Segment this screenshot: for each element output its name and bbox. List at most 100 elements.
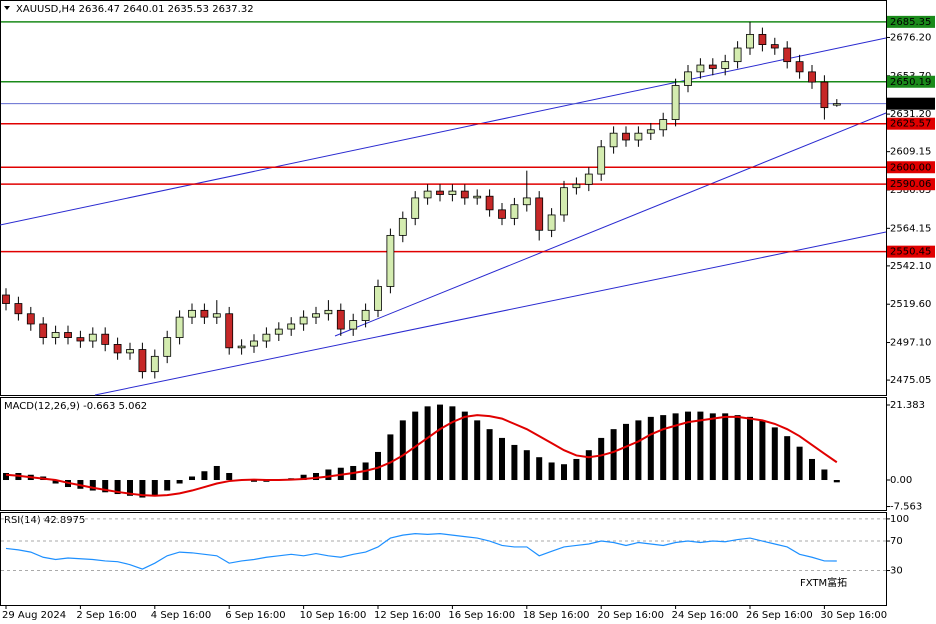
candle-body — [473, 195, 482, 199]
candle-body — [572, 183, 581, 189]
macd-bar — [213, 465, 220, 481]
candle-body — [609, 132, 618, 148]
macd-frame — [0, 397, 887, 511]
candle-body — [163, 337, 172, 357]
candle-body — [436, 190, 444, 195]
macd-bar — [399, 420, 406, 481]
price-frame — [0, 0, 887, 396]
watermark: FXTM富拓 — [800, 576, 847, 589]
candle-body — [200, 309, 209, 318]
candle-body — [696, 64, 705, 73]
level-label-box — [887, 245, 935, 258]
candle-body — [237, 345, 246, 349]
macd-bar — [561, 464, 567, 481]
candle-body — [560, 187, 568, 216]
y-tick-label: 2676.20 — [890, 32, 931, 43]
macd-bar — [771, 427, 778, 481]
level-label: 2550.45 — [890, 247, 931, 258]
macd-bar — [821, 469, 828, 481]
candle-body — [361, 309, 370, 321]
macd-bar — [226, 472, 233, 481]
macd-bar — [102, 480, 109, 493]
x-tick-label: 20 Sep 16:00 — [597, 610, 664, 621]
level-label: 2685.35 — [890, 17, 931, 28]
macd-bar — [759, 420, 766, 481]
candle-body — [795, 61, 804, 73]
candle-body — [212, 313, 221, 318]
y-tick-label: 70 — [890, 536, 903, 547]
candle-body — [411, 197, 420, 219]
level-label: 2600.00 — [890, 162, 931, 173]
macd-title: MACD(12,26,9) -0.663 5.062 — [4, 401, 147, 412]
macd-bar — [697, 411, 704, 481]
candle-body — [262, 333, 271, 342]
y-tick-label: 0.00 — [890, 475, 912, 486]
macd-bar — [833, 480, 840, 483]
macd-bar — [424, 406, 431, 481]
macd-bar — [734, 415, 741, 481]
macd-bar — [3, 472, 9, 481]
macd-bar — [610, 429, 617, 481]
macd-bar — [387, 434, 394, 481]
indicator-line — [5, 533, 837, 570]
macd-bar — [201, 471, 208, 481]
candle-body — [250, 340, 258, 347]
candle-body — [113, 344, 122, 354]
candle-body — [485, 195, 494, 211]
macd-bar — [461, 411, 468, 481]
candle-body — [634, 132, 643, 141]
candle-body — [584, 173, 593, 185]
candle-body — [423, 190, 432, 199]
macd-bar — [536, 457, 543, 481]
x-tick-label: 2 Sep 16:00 — [76, 610, 136, 621]
candle-body — [460, 190, 469, 199]
macd-bar — [685, 411, 691, 481]
rsi-frame — [0, 512, 887, 606]
y-tick-label: 21.383 — [890, 400, 925, 411]
menu-arrow[interactable] — [4, 6, 10, 10]
macd-bar — [499, 437, 505, 481]
x-tick-label: 4 Sep 16:00 — [151, 610, 211, 621]
y-tick-label: 2631.20 — [890, 109, 931, 120]
macd-bar — [598, 437, 605, 481]
level-label-box — [887, 15, 935, 28]
rsi-title: RSI(14) 42.8975 — [4, 515, 85, 526]
y-tick-label: 2586.65 — [890, 185, 931, 196]
candle-body — [101, 333, 110, 345]
candle-body — [770, 44, 779, 49]
macd-bar — [573, 458, 580, 481]
candle-body — [659, 119, 668, 131]
candle-body — [746, 33, 754, 49]
macd-bar — [709, 413, 716, 481]
candle-body — [758, 33, 767, 46]
macd-bar — [809, 458, 815, 481]
level-label-box — [887, 161, 935, 174]
x-tick-label: 18 Sep 16:00 — [523, 610, 590, 621]
macd-bar — [189, 476, 195, 481]
candle-body — [324, 309, 333, 315]
candle-body — [448, 190, 457, 195]
macd-bar — [164, 480, 171, 491]
candle-body — [336, 309, 345, 330]
frames — [0, 0, 887, 606]
macd-bar — [313, 472, 319, 481]
candle-body — [708, 64, 717, 69]
x-tick-label: 12 Sep 16:00 — [374, 610, 441, 621]
candle-body — [671, 85, 680, 120]
candle-body — [287, 323, 296, 330]
candle-body — [386, 234, 395, 287]
level-label-box — [887, 75, 935, 88]
level-label: 2625.57 — [890, 119, 931, 130]
candle-body — [597, 146, 606, 175]
macd-bar — [89, 480, 96, 491]
candle-body — [684, 71, 692, 86]
level-label-box — [887, 178, 935, 191]
macd-bar — [176, 480, 183, 484]
trend-line — [94, 231, 887, 396]
x-tick-label: 16 Sep 16:00 — [448, 610, 515, 621]
candle-body — [522, 197, 531, 206]
macd-bar — [474, 420, 481, 481]
macd-bar — [139, 480, 146, 498]
